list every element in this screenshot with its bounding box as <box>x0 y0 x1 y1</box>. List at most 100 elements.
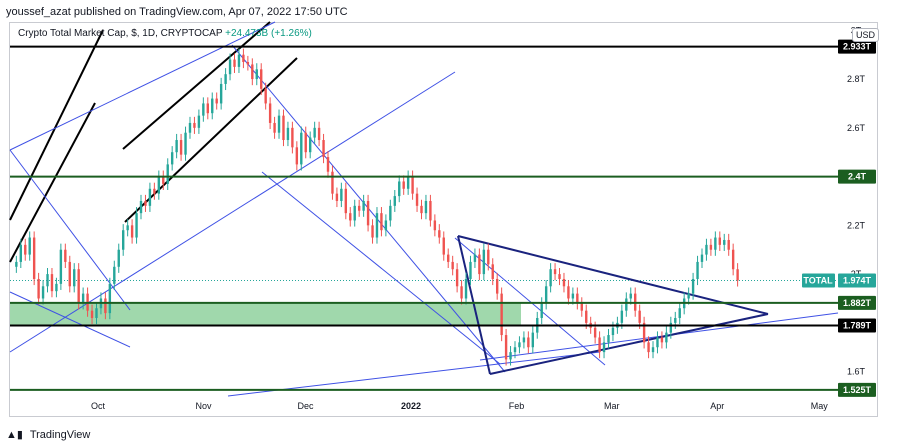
candle-body <box>193 122 196 128</box>
candle-body <box>424 200 428 214</box>
candle-body <box>576 293 579 304</box>
candle-body <box>340 188 343 201</box>
candle-body <box>211 98 214 114</box>
tradingview-logo-icon: ▲▮ <box>6 429 23 441</box>
candle-body <box>478 254 481 275</box>
x-tick-label: May <box>811 401 829 411</box>
x-tick-label: 2022 <box>401 401 421 411</box>
candle-body <box>398 181 401 197</box>
candle-body <box>380 213 383 231</box>
candle-body <box>237 54 241 67</box>
footer-brand[interactable]: ▲▮ TradingView <box>6 428 90 441</box>
candle-body <box>602 342 606 353</box>
candle-body <box>727 239 730 250</box>
trend-line-11 <box>479 312 839 361</box>
x-tick-label: Apr <box>710 401 724 411</box>
candle-body <box>487 249 490 265</box>
candle-body <box>206 103 209 114</box>
candle-body <box>19 244 23 262</box>
candle-body <box>696 261 699 279</box>
candle-body <box>438 230 441 238</box>
candle-body <box>531 332 535 348</box>
candle-body <box>402 181 405 189</box>
candle-body <box>313 127 316 138</box>
candle-body <box>55 283 58 292</box>
candle-body <box>656 337 659 348</box>
candle-body <box>611 327 615 336</box>
candle-body <box>482 249 486 275</box>
candle-body <box>473 254 477 262</box>
candle-body <box>224 74 227 84</box>
candle-body <box>678 308 681 318</box>
trend-line-0 <box>9 29 104 221</box>
candle-body <box>50 274 54 292</box>
candle-body <box>273 122 276 133</box>
candle-body <box>264 88 267 104</box>
candle-body <box>544 286 548 304</box>
candle-body <box>620 310 624 323</box>
candle-body <box>113 266 116 284</box>
candle-body <box>700 254 704 262</box>
support-zone <box>10 302 521 326</box>
candle-body <box>166 164 169 184</box>
candle-body <box>126 225 129 231</box>
candle-body <box>607 335 610 343</box>
candle-body <box>295 147 299 165</box>
candle-body <box>384 220 388 231</box>
candle-body <box>219 83 223 104</box>
candle-body <box>148 188 152 206</box>
candle-body <box>585 310 588 323</box>
candle-body <box>553 269 557 275</box>
candle-body <box>349 213 352 221</box>
candle-body <box>687 293 690 299</box>
candle-body <box>77 269 80 304</box>
candle-body <box>95 308 98 318</box>
candle-body <box>571 293 575 299</box>
candle-body <box>122 230 125 250</box>
legend-symbol: Crypto Total Market Cap, $, 1D, CRYPTOCA… <box>18 28 223 39</box>
candle-body <box>277 115 281 133</box>
candle-body <box>162 176 165 184</box>
candle-body <box>718 237 721 245</box>
price-label-box <box>838 39 876 54</box>
trend-line-12 <box>227 351 601 397</box>
candle-body <box>389 205 392 221</box>
candle-body <box>674 317 677 323</box>
candle-body <box>260 69 263 89</box>
trend-line-13 <box>457 235 769 315</box>
y-tick-label: 1.6T <box>847 367 866 377</box>
candle-body <box>188 122 192 133</box>
candle-body <box>202 103 205 116</box>
candle-body <box>460 286 463 299</box>
candle-body <box>642 322 646 343</box>
x-tick-label: Dec <box>298 401 315 411</box>
candle-body <box>153 188 156 194</box>
candle-body <box>90 310 94 318</box>
candle-body <box>282 115 285 141</box>
candle-body <box>691 278 695 294</box>
currency-button[interactable]: USD <box>852 28 880 42</box>
candle-body <box>362 200 365 211</box>
candle-body <box>46 274 49 287</box>
candle-body <box>580 303 583 311</box>
candle-body <box>714 237 717 250</box>
candle-body <box>469 261 472 279</box>
price-label: 1.882T <box>843 298 872 308</box>
candle-body <box>28 237 31 255</box>
candle-body <box>157 176 161 194</box>
price-label-box <box>838 273 876 288</box>
candle-body <box>68 261 71 287</box>
candle-body <box>629 293 632 299</box>
trend-line-14 <box>457 235 491 375</box>
price-label: 2.933T <box>843 42 872 52</box>
candle-body <box>406 176 410 189</box>
candle-body <box>504 335 508 360</box>
price-label-box <box>838 318 876 333</box>
candle-body <box>415 193 419 206</box>
candle-body <box>500 293 503 336</box>
candle-body <box>709 244 713 250</box>
candle-body <box>73 269 76 287</box>
candle-body <box>139 200 143 214</box>
candle-body <box>433 220 437 231</box>
